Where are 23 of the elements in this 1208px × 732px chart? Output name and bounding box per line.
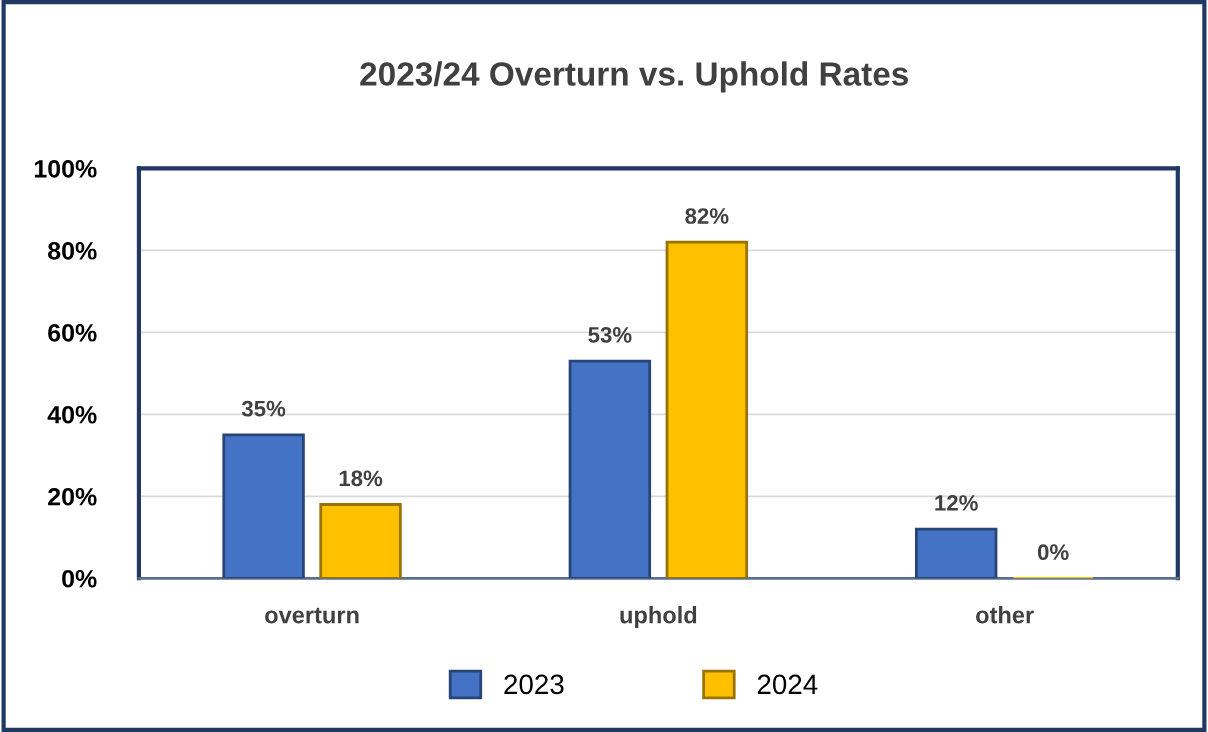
data-label: 0% [1037, 544, 1069, 560]
y-tick-label: 100% [34, 159, 97, 178]
bar [665, 240, 749, 579]
y-tick-label: 40% [47, 405, 97, 424]
legend-label: 2024 [757, 674, 818, 695]
bar [568, 359, 652, 579]
y-tick-label: 80% [48, 241, 97, 260]
data-label: 53% [588, 327, 632, 343]
y-tick-label: 0% [62, 569, 97, 588]
y-tick-label: 20% [48, 487, 97, 506]
bar [222, 433, 305, 579]
bar [319, 503, 402, 579]
data-label: 82% [685, 208, 729, 224]
x-tick-label: uphold [620, 606, 697, 629]
legend-label: 2023 [504, 674, 564, 695]
x-tick-label: overturn [265, 607, 359, 624]
data-label: 12% [935, 495, 978, 511]
data-label: 18% [339, 470, 383, 487]
data-label: 35% [241, 400, 286, 417]
x-tick-label: other [976, 606, 1034, 624]
y-tick-label: 60% [48, 323, 97, 342]
bar [914, 527, 998, 579]
chart-title: 2023/24 Overturn vs. Uphold Rates [360, 61, 908, 93]
